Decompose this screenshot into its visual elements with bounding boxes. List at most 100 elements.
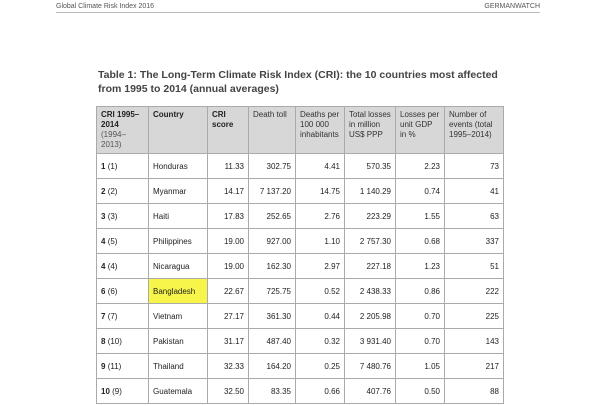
- cell-cri-score: 22.67: [207, 278, 249, 304]
- cell-death-toll: 164.20: [248, 353, 296, 379]
- header-events: Number of events (total 1995–2014): [444, 106, 504, 154]
- cell-losses-gdp: 1.23: [395, 253, 445, 279]
- cell-losses-gdp: 0.50: [395, 378, 445, 404]
- previous-rank: (6): [107, 286, 118, 296]
- header-left-text: Global Climate Risk Index 2016: [56, 3, 155, 10]
- cell-losses-gdp: 0.86: [395, 278, 445, 304]
- cell-total-losses: 570.35: [344, 153, 396, 179]
- cell-total-losses: 3 931.40: [344, 328, 396, 354]
- rank-value: 9: [101, 361, 106, 371]
- table-row: 8 (10) Pakistan 31.17 487.40 0.32 3 931.40 0.7…: [96, 328, 504, 354]
- rank-value: 10: [101, 386, 110, 396]
- cell-cri-score: 14.17: [207, 178, 249, 204]
- cell-losses-gdp: 0.68: [395, 228, 445, 254]
- country-name: Pakistan: [153, 336, 184, 346]
- header-rank-sub: (1994–2013): [101, 130, 126, 149]
- cell-losses-gdp: 2.23: [395, 153, 445, 179]
- cell-death-toll: 487.40: [248, 328, 296, 354]
- cri-table: CRI 1995–2014 (1994–2013) Country CRI sc…: [96, 106, 504, 404]
- previous-rank: (2): [107, 186, 118, 196]
- cell-death-toll: 725.75: [248, 278, 296, 304]
- cell-deaths-per: 0.66: [295, 378, 345, 404]
- previous-rank: (9): [112, 386, 122, 396]
- rank-value: 7: [101, 311, 106, 321]
- cell-cri-score: 27.17: [207, 303, 249, 329]
- previous-rank: (1): [107, 161, 118, 171]
- cell-deaths-per: 4.41: [295, 153, 345, 179]
- cell-events: 63: [444, 203, 504, 229]
- table-row: 7 (7) Vietnam 27.17 361.30 0.44 2 205.98 0.70 2…: [96, 303, 504, 329]
- cell-cri-score: 19.00: [207, 253, 249, 279]
- cell-events: 88: [444, 378, 504, 404]
- cell-total-losses: 2 438.33: [344, 278, 396, 304]
- rank-value: 2: [101, 186, 106, 196]
- cell-events: 222: [444, 278, 504, 304]
- cell-country: Honduras: [148, 153, 208, 179]
- rank-value: 8: [101, 336, 106, 346]
- cell-country: Thailand: [148, 353, 208, 379]
- cell-total-losses: 2 757.30: [344, 228, 396, 254]
- cell-cri-score: 31.17: [207, 328, 249, 354]
- country-name: Nicaragua: [153, 261, 190, 271]
- header-country: Country: [148, 106, 208, 154]
- cell-cri-score: 32.50: [207, 378, 249, 404]
- cell-rank: 4 (5): [96, 228, 149, 254]
- table-header: CRI 1995–2014 (1994–2013) Country CRI sc…: [96, 106, 504, 154]
- cell-death-toll: 302.75: [248, 153, 296, 179]
- cell-total-losses: 227.18: [344, 253, 396, 279]
- cell-cri-score: 32.33: [207, 353, 249, 379]
- country-name: Haiti: [153, 211, 170, 221]
- cell-losses-gdp: 1.05: [395, 353, 445, 379]
- cell-total-losses: 407.76: [344, 378, 396, 404]
- country-name: Philippines: [153, 236, 192, 246]
- cell-losses-gdp: 1.55: [395, 203, 445, 229]
- previous-rank: (11): [107, 361, 122, 371]
- header-rank: CRI 1995–2014 (1994–2013): [96, 106, 149, 154]
- rank-value: 3: [101, 211, 106, 221]
- cell-rank: 3 (3): [96, 203, 149, 229]
- cell-losses-gdp: 0.74: [395, 178, 445, 204]
- cell-events: 143: [444, 328, 504, 354]
- cell-rank: 9 (11): [96, 353, 149, 379]
- header-death-toll: Death toll: [248, 106, 296, 154]
- table-row: 2 (2) Myanmar 14.17 7 137.20 14.75 1 140.29 0.…: [96, 178, 504, 204]
- cell-country: Philippines: [148, 228, 208, 254]
- cell-death-toll: 7 137.20: [248, 178, 296, 204]
- cell-events: 217: [444, 353, 504, 379]
- table-row: 3 (3) Haiti 17.83 252.65 2.76 223.29 1.55 63: [96, 203, 504, 229]
- cell-rank: 2 (2): [96, 178, 149, 204]
- rank-value: 4: [101, 261, 106, 271]
- rank-value: 6: [101, 286, 106, 296]
- cell-events: 51: [444, 253, 504, 279]
- table-row: 10 (9) Guatemala 32.50 83.35 0.66 407.76 0.50 8…: [96, 378, 504, 404]
- page-header: Global Climate Risk Index 2016 GERMANWAT…: [56, 3, 540, 13]
- cell-country: Myanmar: [148, 178, 208, 204]
- cell-deaths-per: 0.52: [295, 278, 345, 304]
- table-row: 6 (6) Bangladesh 22.67 725.75 0.52 2 438.33 0.…: [96, 278, 504, 304]
- cell-events: 337: [444, 228, 504, 254]
- cell-rank: 7 (7): [96, 303, 149, 329]
- cell-country: Nicaragua: [148, 253, 208, 279]
- cell-rank: 1 (1): [96, 153, 149, 179]
- cell-total-losses: 2 205.98: [344, 303, 396, 329]
- previous-rank: (7): [107, 311, 118, 321]
- table-row: 9 (11) Thailand 32.33 164.20 0.25 7 480.76 1.0…: [96, 353, 504, 379]
- cell-cri-score: 11.33: [207, 153, 249, 179]
- cell-rank: 10 (9): [96, 378, 149, 404]
- rank-value: 4: [101, 236, 106, 246]
- cell-country: Vietnam: [148, 303, 208, 329]
- cell-events: 73: [444, 153, 504, 179]
- cell-total-losses: 7 480.76: [344, 353, 396, 379]
- cell-deaths-per: 2.97: [295, 253, 345, 279]
- previous-rank: (3): [107, 211, 118, 221]
- cell-death-toll: 252.65: [248, 203, 296, 229]
- cell-total-losses: 223.29: [344, 203, 396, 229]
- header-deaths-per: Deaths per 100 000 inhabitants: [295, 106, 345, 154]
- cell-rank: 4 (4): [96, 253, 149, 279]
- cell-death-toll: 361.30: [248, 303, 296, 329]
- cell-deaths-per: 0.44: [295, 303, 345, 329]
- cell-death-toll: 83.35: [248, 378, 296, 404]
- cell-events: 225: [444, 303, 504, 329]
- table-row: 4 (4) Nicaragua 19.00 162.30 2.97 227.18 1.23 5…: [96, 253, 504, 279]
- previous-rank: (4): [107, 261, 118, 271]
